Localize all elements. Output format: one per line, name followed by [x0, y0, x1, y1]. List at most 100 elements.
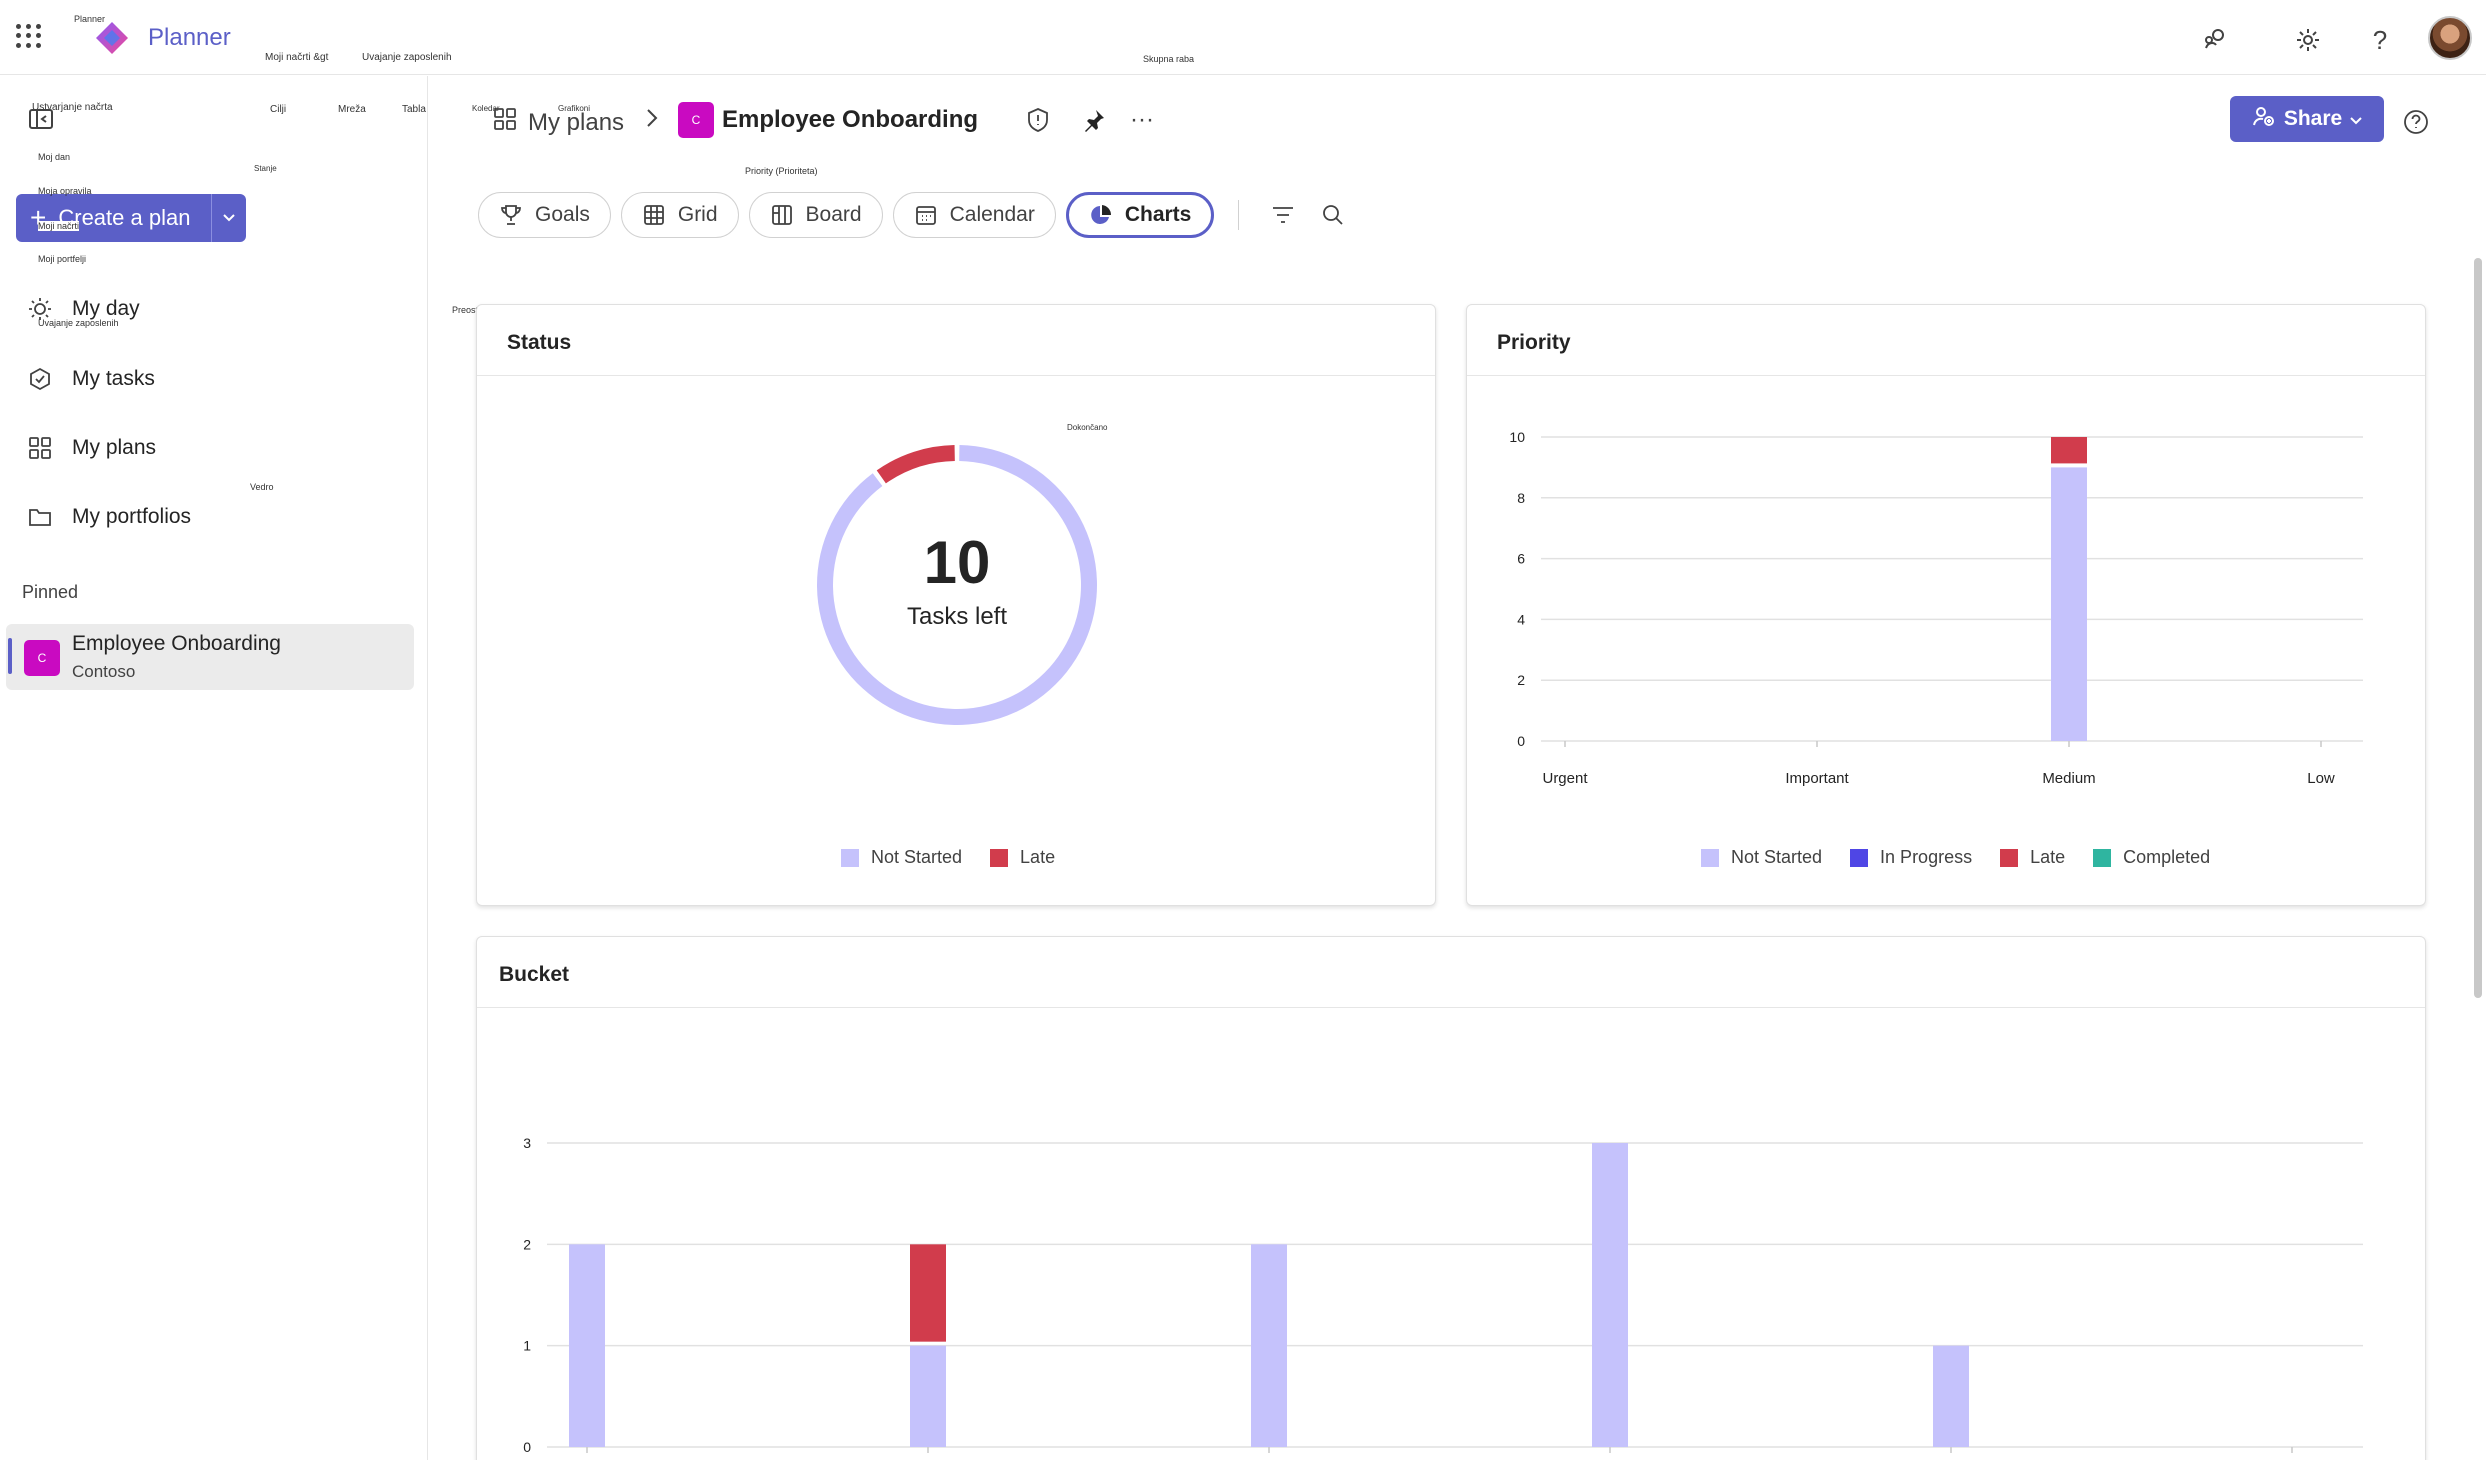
tab-grid[interactable]: Grid — [620, 192, 739, 238]
breadcrumb-chevron-icon — [644, 106, 660, 137]
overlay-label-my-plans: Moji načrti &gt — [265, 52, 329, 63]
tab-charts[interactable]: Charts — [1065, 192, 1215, 238]
legend-label: In Progress — [1880, 847, 1973, 867]
trophy-icon — [499, 203, 523, 227]
share-people-icon — [2252, 105, 2276, 133]
overlay-label-priority: Priority (Prioriteta) — [745, 166, 818, 176]
shield-icon[interactable] — [1022, 104, 1054, 136]
more-options-icon[interactable]: ··· — [1130, 106, 1154, 133]
y-tick-label: 6 — [1517, 551, 1525, 567]
page-title[interactable]: Employee Onboarding — [722, 106, 979, 133]
donut-slice-late[interactable] — [876, 445, 955, 484]
overlay-label-grid: Mreža — [338, 104, 366, 115]
tab-goals[interactable]: Goals — [478, 192, 611, 238]
overlay-label-shared: Skupna raba — [1143, 54, 1195, 64]
chevron-down-icon — [2350, 107, 2362, 131]
bar-post-offer-acceptanc--not-started[interactable] — [569, 1244, 605, 1447]
x-tick-label: Low — [2307, 770, 2335, 787]
bar-technology-not-started[interactable] — [910, 1345, 946, 1447]
bar-technology-late[interactable] — [910, 1244, 946, 1342]
legend-swatch — [1850, 848, 1869, 867]
tab-label: Goals — [535, 203, 590, 226]
status-card: Status Dokončano 10 Tasks left Not Start… — [476, 304, 1436, 906]
help-circle-icon[interactable] — [2400, 106, 2432, 138]
create-plan-main[interactable]: + Create a plan — [16, 194, 212, 242]
x-tick-label: Important — [1785, 770, 1849, 787]
priority-bar-chart[interactable]: 0 2 4 6 8 10 Urgent Important Medium Low — [1467, 395, 2427, 815]
view-tabs: Goals Grid Board Calendar Charts — [478, 192, 1353, 240]
overlay-label-status: Stanje — [254, 164, 277, 173]
overlay-label-completed: Dokončano — [1067, 423, 1108, 432]
bucket-bar-chart[interactable]: 0123Post-Offer Acceptanc...TechnologyPap… — [477, 1017, 2427, 1457]
sidebar-item-label: My portfolios — [72, 505, 192, 528]
legend-label: Not Started — [1731, 847, 1823, 867]
y-tick-label: 1 — [523, 1338, 531, 1354]
top-bar: Planner Planner Moji načrti &gt Uvajanje… — [0, 0, 2486, 75]
create-plan-label: Create a plan — [58, 205, 191, 230]
app-title[interactable]: Planner — [148, 24, 231, 51]
folder-icon — [22, 499, 58, 535]
pinned-plan-employee-onboarding[interactable]: C Employee Onboarding Contoso — [6, 624, 414, 690]
overlay-label-my-tasks: Moja opravila — [38, 186, 92, 196]
table-icon — [642, 203, 666, 227]
legend-item-late[interactable]: Late — [990, 847, 1055, 868]
legend-item-not-started[interactable]: Not Started — [1701, 847, 1822, 868]
legend-label: Completed — [2123, 847, 2211, 867]
legend-item-not-started[interactable]: Not Started — [841, 847, 962, 868]
task-check-icon — [22, 361, 58, 397]
sidebar-item-my-plans[interactable]: My plans — [22, 425, 412, 471]
status-donut-chart[interactable] — [803, 431, 1111, 739]
legend-swatch — [2093, 848, 2112, 867]
overlay-label-my-plans2: Moji načrti — [38, 221, 80, 231]
bar-medium-not-started[interactable] — [2051, 467, 2087, 741]
y-tick-label: 2 — [523, 1236, 531, 1252]
plan-header: Koledar Grafikoni My plans C Employee On… — [430, 76, 2486, 176]
sun-icon — [22, 291, 58, 327]
breadcrumb-my-plans[interactable]: My plans — [528, 108, 625, 136]
pin-icon[interactable] — [1078, 104, 1110, 136]
bar-orientation-not-started[interactable] — [1592, 1143, 1628, 1447]
sidebar-item-my-portfolios[interactable]: My portfolios — [22, 494, 412, 540]
priority-card: Priority 0 2 4 6 8 10 Urgent Important Medium Low… — [1466, 304, 2426, 906]
search-icon[interactable] — [1313, 192, 1353, 238]
y-tick-label: 4 — [1517, 611, 1525, 627]
board-icon — [770, 203, 794, 227]
app-launcher-icon[interactable] — [14, 22, 42, 50]
overlay-label-my-day: Moj dan — [38, 152, 71, 162]
bar-medium-late[interactable] — [2051, 437, 2087, 464]
breadcrumb[interactable]: My plans — [492, 106, 624, 139]
legend-item-in-progress[interactable]: In Progress — [1850, 847, 1972, 868]
pinned-plan-title: Employee Onboarding — [72, 632, 281, 655]
settings-gear-icon[interactable] — [2288, 20, 2328, 60]
sidebar-item-my-day[interactable]: My day — [22, 286, 412, 332]
sidebar-item-label: My day — [72, 297, 140, 320]
legend-item-completed[interactable]: Completed — [2093, 847, 2210, 868]
bar-feedback-not-started[interactable] — [1933, 1345, 1969, 1447]
legend-item-late[interactable]: Late — [2000, 847, 2065, 868]
status-card-title: Status — [507, 331, 572, 354]
overlay-label-onboarding: Uvajanje zaposlenih — [362, 52, 452, 63]
legend-swatch — [990, 848, 1009, 867]
legend-swatch — [1701, 848, 1719, 867]
vertical-scrollbar[interactable] — [2474, 258, 2482, 998]
pinned-plan-subtitle: Contoso — [72, 662, 136, 681]
y-tick-label: 0 — [1517, 733, 1525, 749]
feedback-icon[interactable] — [2196, 20, 2236, 60]
user-avatar[interactable] — [2428, 16, 2472, 60]
collapse-pane-icon[interactable] — [28, 108, 54, 130]
share-button[interactable]: Share — [2230, 96, 2384, 142]
tab-calendar[interactable]: Calendar — [892, 192, 1056, 238]
planner-logo-icon — [96, 22, 128, 54]
bar-paperwork-not-started[interactable] — [1251, 1244, 1287, 1447]
create-plan-dropdown-chevron-icon[interactable] — [212, 213, 246, 223]
help-question-icon[interactable]: ? — [2372, 24, 2388, 55]
overlay-label-calendar: Koledar — [472, 104, 500, 113]
filter-icon[interactable] — [1263, 192, 1303, 238]
calendar-icon — [914, 203, 938, 227]
create-plan-button[interactable]: + Create a plan — [16, 194, 246, 242]
tab-board[interactable]: Board — [748, 192, 883, 238]
bucket-card-title: Bucket — [499, 963, 570, 986]
x-tick-label: Urgent — [1542, 770, 1588, 787]
sidebar-item-my-tasks[interactable]: My tasks — [22, 356, 412, 402]
grid-apps-icon — [22, 430, 58, 466]
